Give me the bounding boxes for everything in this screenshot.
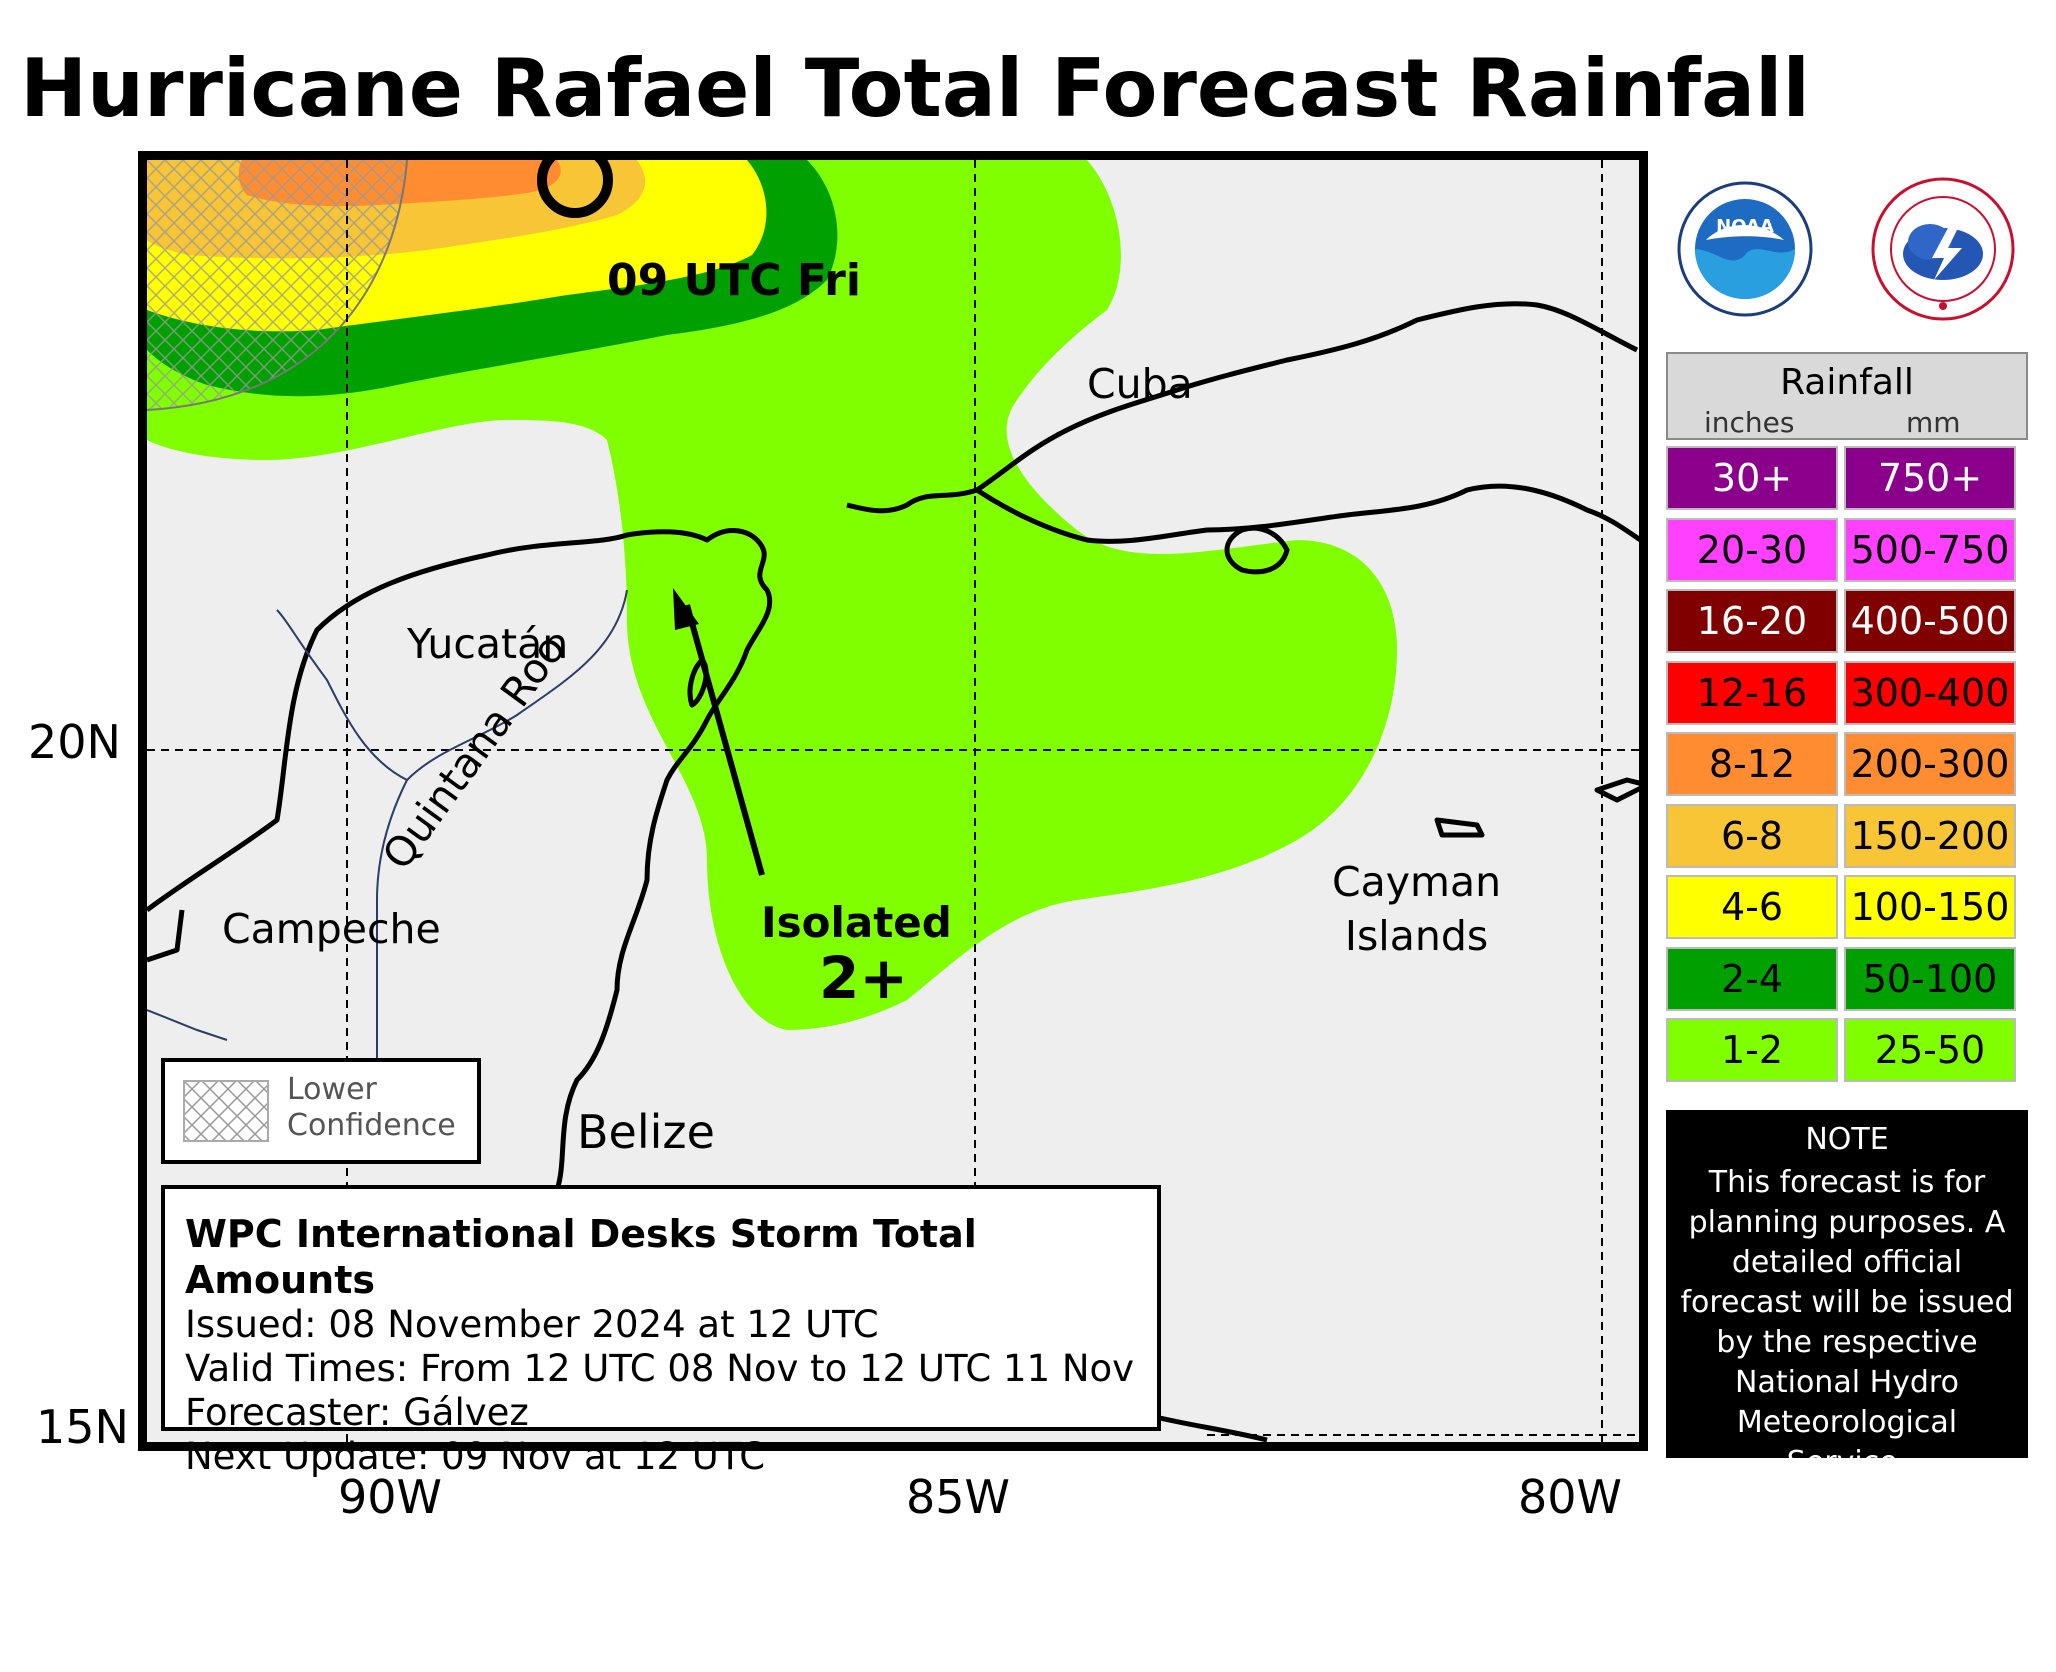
info-forecaster: Forecaster: Gálvez	[185, 1391, 529, 1434]
storm-position-icon	[537, 160, 613, 218]
note-title: NOTE	[1805, 1122, 1889, 1157]
legend-cell-mm-5: 150-200	[1844, 804, 2016, 868]
lower-confidence-line2: Confidence	[287, 1108, 456, 1143]
legend-cell-mm-2: 400-500	[1844, 589, 2016, 653]
lower-confidence-outline	[147, 160, 408, 411]
legend-cell-inches-1: 20-30	[1666, 518, 1838, 582]
info-next-update: Next Update: 09 Nov at 12 UTC	[185, 1435, 766, 1478]
legend-cell-mm-3: 300-400	[1844, 661, 2016, 725]
label-campeche: Campeche	[222, 905, 441, 953]
isolated-arrow-icon	[673, 588, 765, 876]
legend-cell-inches-5: 6-8	[1666, 804, 1838, 868]
lower-confidence-area	[147, 160, 407, 410]
label-yucatan: Yucatán	[407, 620, 569, 668]
info-title: WPC International Desks Storm Total Amou…	[185, 1212, 977, 1302]
lower-confidence-text: Lower Confidence	[287, 1072, 456, 1144]
legend-col-mm: mm	[1906, 406, 1961, 439]
lower-confidence-line1: Lower	[287, 1072, 377, 1107]
label-cayman-islands: Cayman Islands	[1332, 855, 1501, 963]
legend-cell-inches-0: 30+	[1666, 446, 1838, 510]
legend-col-inches: inches	[1704, 406, 1795, 439]
lat-label-15n: 15N	[36, 1400, 129, 1454]
note-text: This forecast is for planning purposes. …	[1680, 1165, 2014, 1480]
legend-cell-inches-3: 12-16	[1666, 661, 1838, 725]
info-issued: Issued: 08 November 2024 at 12 UTC	[185, 1303, 879, 1346]
label-belize: Belize	[577, 1105, 715, 1159]
label-cayman-line1: Cayman	[1332, 858, 1502, 906]
hatch-swatch-icon	[183, 1080, 269, 1142]
nws-logo-icon	[1871, 177, 2015, 321]
legend-cell-inches-6: 4-6	[1666, 875, 1838, 939]
lon-label-80w: 80W	[1518, 1470, 1623, 1524]
label-storm-time: 09 UTC Fri	[607, 255, 861, 306]
forecast-info-box: WPC International Desks Storm Total Amou…	[161, 1185, 1161, 1478]
legend-cell-inches-8: 1-2	[1666, 1018, 1838, 1082]
lower-confidence-legend: Lower Confidence	[161, 1058, 481, 1164]
legend-header: Rainfall inches mm	[1666, 352, 2028, 440]
nws-logo	[1870, 176, 2016, 326]
lat-label-20n: 20N	[28, 715, 121, 769]
legend-cell-mm-7: 50-100	[1844, 947, 2016, 1011]
legend-cell-mm-1: 500-750	[1844, 518, 2016, 582]
legend-cell-inches-7: 2-4	[1666, 947, 1838, 1011]
legend-cell-inches-4: 8-12	[1666, 732, 1838, 796]
label-isolated-amount: 2+	[819, 944, 908, 1012]
lon-label-85w: 85W	[906, 1470, 1011, 1524]
noaa-logo-icon: NOAA	[1677, 181, 1813, 317]
legend-cell-mm-0: 750+	[1844, 446, 2016, 510]
map-canvas	[147, 160, 1639, 1442]
legend-cell-inches-2: 16-20	[1666, 589, 1838, 653]
legend-cell-mm-4: 200-300	[1844, 732, 2016, 796]
rain-zone-1-2	[147, 160, 1397, 1030]
label-cayman-line2: Islands	[1344, 912, 1489, 960]
lon-label-90w: 90W	[338, 1470, 443, 1524]
noaa-logo: NOAA	[1676, 180, 1814, 322]
legend-cell-mm-8: 25-50	[1844, 1018, 2016, 1082]
info-valid-times: Valid Times: From 12 UTC 08 Nov to 12 UT…	[185, 1347, 1135, 1390]
legend-cell-mm-6: 100-150	[1844, 875, 2016, 939]
label-isolated: Isolated	[761, 898, 952, 947]
noaa-logo-text: NOAA	[1716, 216, 1774, 237]
label-cuba: Cuba	[1087, 360, 1193, 408]
legend-title: Rainfall	[1780, 362, 1914, 403]
state-borders	[147, 589, 628, 1060]
map-title: Hurricane Rafael Total Forecast Rainfall	[20, 42, 1810, 135]
note-box: NOTE This forecast is for planning purpo…	[1666, 1110, 2028, 1480]
